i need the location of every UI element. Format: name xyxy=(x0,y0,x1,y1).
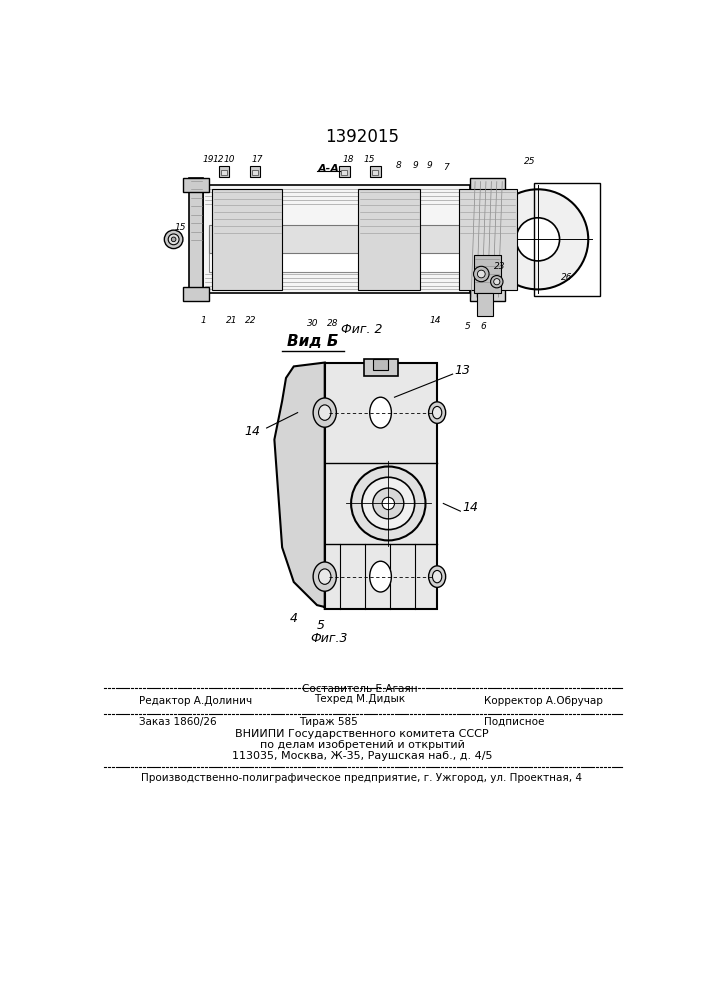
Bar xyxy=(209,229,464,272)
Text: Производственно-полиграфическое предприятие, г. Ужгород, ул. Проектная, 4: Производственно-полиграфическое предприя… xyxy=(141,773,583,783)
Circle shape xyxy=(477,270,485,278)
Bar xyxy=(250,166,260,177)
Text: 15: 15 xyxy=(363,155,375,164)
Circle shape xyxy=(491,276,503,288)
Circle shape xyxy=(351,466,426,540)
Text: 1392015: 1392015 xyxy=(325,128,399,146)
Ellipse shape xyxy=(319,405,331,420)
Text: 25: 25 xyxy=(525,157,536,166)
Text: 12: 12 xyxy=(213,155,224,164)
Bar xyxy=(534,183,600,296)
Circle shape xyxy=(488,189,588,289)
Bar xyxy=(477,293,493,316)
Text: 17: 17 xyxy=(252,155,263,164)
Bar xyxy=(252,170,258,175)
Text: 4: 4 xyxy=(290,612,298,625)
Text: 5: 5 xyxy=(317,619,325,632)
Text: 7: 7 xyxy=(443,163,450,172)
Text: ВНИИПИ Государственного комитета СССР: ВНИИПИ Государственного комитета СССР xyxy=(235,729,489,739)
Bar xyxy=(469,178,505,301)
Bar xyxy=(358,189,420,290)
Circle shape xyxy=(164,230,183,249)
Circle shape xyxy=(171,237,176,242)
Text: 26: 26 xyxy=(561,273,573,282)
Text: Техред М.Дидык: Техред М.Дидык xyxy=(314,694,405,704)
Text: Редактор А.Долинич: Редактор А.Долинич xyxy=(139,696,252,706)
Circle shape xyxy=(474,266,489,282)
Ellipse shape xyxy=(313,562,337,591)
Text: 19: 19 xyxy=(203,155,214,164)
Circle shape xyxy=(493,279,500,285)
Ellipse shape xyxy=(433,570,442,583)
Text: 28: 28 xyxy=(327,319,338,328)
Circle shape xyxy=(168,234,179,245)
Bar xyxy=(341,170,347,175)
Ellipse shape xyxy=(428,566,445,587)
Circle shape xyxy=(382,497,395,510)
Bar xyxy=(325,363,437,609)
Text: Подписное: Подписное xyxy=(484,717,544,727)
Text: 23: 23 xyxy=(493,262,506,271)
Circle shape xyxy=(516,218,559,261)
Bar xyxy=(370,166,380,177)
Bar xyxy=(212,189,282,290)
Bar xyxy=(363,359,397,376)
Text: 8: 8 xyxy=(395,161,402,170)
Text: по делам изобретений и открытий: по делам изобретений и открытий xyxy=(259,740,464,750)
Text: 5: 5 xyxy=(465,322,471,331)
Text: 18: 18 xyxy=(342,155,354,164)
Bar xyxy=(218,166,230,177)
Bar xyxy=(339,166,349,177)
Text: А-А: А-А xyxy=(317,164,339,174)
Bar xyxy=(474,255,501,293)
Ellipse shape xyxy=(428,402,445,423)
Text: Вид Б: Вид Б xyxy=(287,334,339,349)
Text: Корректор А.Обручар: Корректор А.Обручар xyxy=(484,696,602,706)
Circle shape xyxy=(362,477,414,530)
Text: Фиг.3: Фиг.3 xyxy=(310,632,347,645)
Bar xyxy=(505,230,515,249)
Ellipse shape xyxy=(319,569,331,584)
Text: 1: 1 xyxy=(200,316,206,325)
Text: Фиг. 2: Фиг. 2 xyxy=(341,323,382,336)
Ellipse shape xyxy=(370,561,392,592)
Text: 9: 9 xyxy=(426,161,432,170)
Text: 14: 14 xyxy=(462,501,478,514)
Bar xyxy=(209,225,464,253)
Bar xyxy=(373,359,388,370)
Text: 6: 6 xyxy=(481,322,486,331)
Text: 14: 14 xyxy=(245,425,260,438)
Bar xyxy=(221,170,227,175)
Text: 15: 15 xyxy=(174,223,185,232)
Text: 13: 13 xyxy=(454,364,470,377)
Text: Заказ 1860/26: Заказ 1860/26 xyxy=(139,717,216,727)
Text: 10: 10 xyxy=(223,155,235,164)
Text: 14: 14 xyxy=(430,316,441,325)
Polygon shape xyxy=(274,363,332,609)
Bar xyxy=(183,287,209,301)
Circle shape xyxy=(373,488,404,519)
Bar xyxy=(189,178,203,301)
Text: 30: 30 xyxy=(308,319,319,328)
Ellipse shape xyxy=(313,398,337,427)
Bar xyxy=(203,185,469,293)
Text: Тираж 585: Тираж 585 xyxy=(299,717,358,727)
Ellipse shape xyxy=(370,397,392,428)
Text: 9: 9 xyxy=(413,161,419,170)
Bar xyxy=(183,178,209,192)
Text: 113035, Москва, Ж-35, Раушская наб., д. 4/5: 113035, Москва, Ж-35, Раушская наб., д. … xyxy=(232,751,492,761)
Text: Составитель Е.Агаян: Составитель Е.Агаян xyxy=(302,684,417,694)
Text: 21: 21 xyxy=(226,316,238,325)
Bar xyxy=(459,189,517,290)
Bar xyxy=(372,170,378,175)
Text: 22: 22 xyxy=(245,316,257,325)
Ellipse shape xyxy=(433,406,442,419)
